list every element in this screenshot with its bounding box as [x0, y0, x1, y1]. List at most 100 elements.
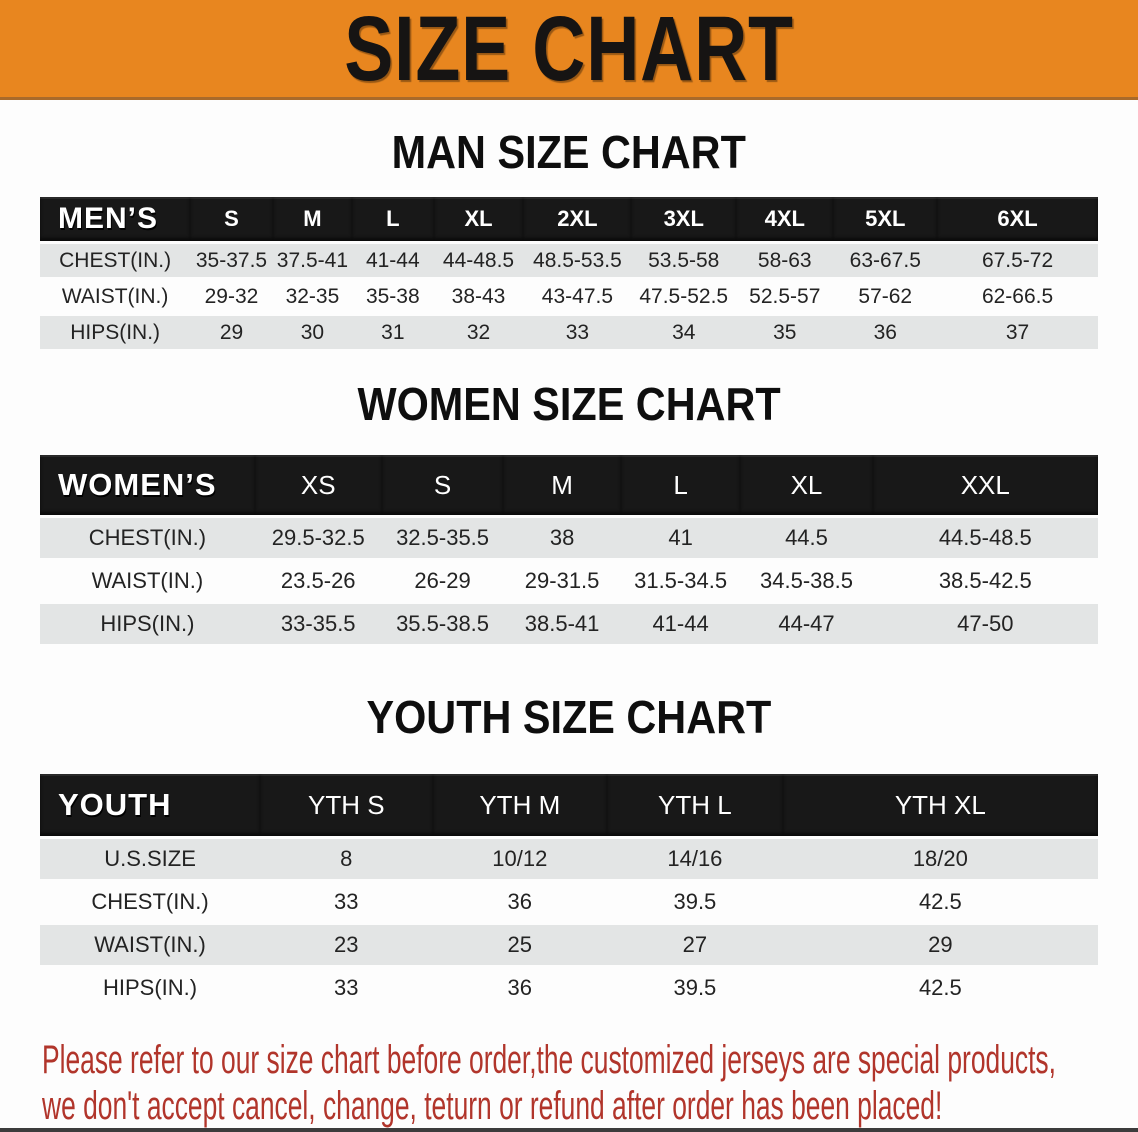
measurement-row: HIPS(IN.) 33-35.5 35.5-38.5 38.5-41 41-44 44-… — [40, 604, 1098, 644]
measurement-row: U.S.SIZE 8 10/12 14/16 18/20 — [40, 839, 1098, 879]
size-column-header: S — [382, 455, 504, 515]
measurement-label: WAIST(IN.) — [94, 932, 206, 957]
measurement-value: 57-62 — [858, 284, 913, 308]
bottom-border-bar — [0, 1128, 1138, 1132]
measurement-value: 39.5 — [673, 975, 717, 1000]
measurement-row: CHEST(IN.) 33 36 39.5 42.5 — [40, 882, 1098, 922]
measurement-value: 35-38 — [365, 284, 420, 308]
measurement-value: 38.5-41 — [524, 611, 600, 636]
women-size-table: WOMEN’S XS S M L XL XXL CHEST(IN.) 29.5-32.5 32.5… — [40, 452, 1098, 647]
measurement-value: 41-44 — [365, 248, 420, 272]
size-chart-banner: SIZE CHART — [0, 0, 1138, 100]
size-column-header: XXL — [873, 455, 1098, 515]
measurement-value: 48.5-53.5 — [533, 248, 622, 272]
measurement-value: 32-35 — [285, 284, 340, 308]
measurement-label: CHEST(IN.) — [88, 525, 207, 550]
measurement-value: 36 — [507, 975, 533, 1000]
measurement-value: 41 — [668, 525, 693, 550]
measurement-row: CHEST(IN.) 35-37.5 37.5-41 41-44 44-48.5 48.5… — [40, 244, 1098, 277]
measurement-value: 34 — [672, 320, 696, 344]
size-column-header: 6XL — [937, 197, 1098, 241]
measurement-value: 37 — [1005, 320, 1030, 344]
size-column-header: S — [190, 197, 273, 241]
size-column-header: YTH S — [260, 774, 432, 836]
size-column-header: YTH XL — [783, 774, 1098, 836]
size-column-header: 5XL — [833, 197, 937, 241]
measurement-value: 29-31.5 — [524, 568, 600, 593]
women-size-chart-heading-text: WOMEN SIZE CHART — [357, 378, 781, 430]
measurement-value: 29-32 — [204, 284, 259, 308]
measurement-label: HIPS(IN.) — [70, 320, 161, 344]
measurement-value: 36 — [873, 320, 897, 344]
man-size-chart-heading: MAN SIZE CHART — [0, 126, 1138, 178]
measurement-value: 33 — [565, 320, 590, 344]
measurement-value: 33-35.5 — [280, 611, 356, 636]
measurement-value: 29 — [928, 932, 953, 957]
measurement-label: WAIST(IN.) — [91, 568, 204, 593]
measurement-value: 41-44 — [652, 611, 709, 636]
measurement-value: 36 — [507, 889, 533, 914]
measurement-value: 38.5-42.5 — [938, 568, 1032, 593]
measurement-value: 39.5 — [673, 889, 717, 914]
measurement-value: 29 — [219, 320, 244, 344]
measurement-value: 44.5-48.5 — [938, 525, 1032, 550]
size-column-header: XS — [255, 455, 382, 515]
measurement-value: 44-48.5 — [442, 248, 515, 272]
measurement-row: HIPS(IN.) 29 30 31 32 33 34 35 36 37 — [40, 316, 1098, 349]
size-column-header: L — [352, 197, 433, 241]
banner-title: SIZE CHART — [344, 0, 794, 100]
measurement-value: 26-29 — [414, 568, 471, 593]
measurement-value: 35.5-38.5 — [396, 611, 490, 636]
measurement-value: 8 — [340, 846, 353, 871]
measurement-value: 29.5-32.5 — [271, 525, 365, 550]
measurement-value: 37.5-41 — [276, 248, 349, 272]
size-column-header: 3XL — [631, 197, 736, 241]
measurement-value: 44.5 — [785, 525, 828, 550]
size-column-header: XL — [434, 197, 524, 241]
disclaimer-line-2: we don't accept cancel, change, teturn o… — [42, 1084, 943, 1128]
measurement-value: 38-43 — [451, 284, 506, 308]
measurement-label: CHEST(IN.) — [59, 248, 172, 272]
measurement-value: 33 — [334, 889, 359, 914]
measurement-value: 43-47.5 — [541, 284, 614, 308]
measurement-value: 35 — [773, 320, 797, 344]
measurement-value: 62-66.5 — [981, 284, 1054, 308]
group-label: WOMEN’S — [40, 455, 255, 515]
measurement-label: HIPS(IN.) — [100, 611, 195, 636]
man-size-chart-heading-text: MAN SIZE CHART — [391, 126, 747, 178]
measurement-value: 47.5-52.5 — [639, 284, 729, 308]
youth-size-chart-heading: YOUTH SIZE CHART — [0, 691, 1138, 743]
measurement-value: 34.5-38.5 — [760, 568, 853, 593]
youth-size-chart-heading-text: YOUTH SIZE CHART — [366, 691, 772, 743]
measurement-label: HIPS(IN.) — [102, 975, 198, 1000]
measurement-row: WAIST(IN.) 23 25 27 29 — [40, 925, 1098, 965]
size-column-header: 2XL — [523, 197, 631, 241]
measurement-value: 18/20 — [912, 846, 968, 871]
measurement-label: U.S.SIZE — [104, 846, 196, 871]
size-column-header: YTH L — [607, 774, 783, 836]
measurement-value: 23 — [334, 932, 359, 957]
measurement-value: 67.5-72 — [981, 248, 1054, 272]
women-size-chart-heading: WOMEN SIZE CHART — [0, 378, 1138, 430]
measurement-value: 30 — [300, 320, 325, 344]
measurement-value: 63-67.5 — [849, 248, 921, 272]
measurement-value: 42.5 — [918, 975, 962, 1000]
measurement-value: 44-47 — [778, 611, 835, 636]
measurement-label: WAIST(IN.) — [61, 284, 169, 308]
measurement-value: 32.5-35.5 — [396, 525, 490, 550]
measurement-value: 47-50 — [957, 611, 1014, 636]
measurement-value: 38 — [549, 525, 575, 550]
measurement-row: WAIST(IN.) 23.5-26 26-29 29-31.5 31.5-34.5 34… — [40, 561, 1098, 601]
measurement-value: 25 — [507, 932, 533, 957]
disclaimer-line-1: Please refer to our size chart before or… — [42, 1038, 1056, 1082]
measurement-value: 58-63 — [757, 248, 812, 272]
group-label: MEN’S — [40, 197, 190, 241]
group-label: YOUTH — [40, 774, 260, 836]
measurement-value: 53.5-58 — [648, 248, 720, 272]
size-table-header-row: YOUTH YTH S YTH M YTH L YTH XL — [40, 774, 1098, 836]
measurement-label: CHEST(IN.) — [91, 889, 209, 914]
order-disclaimer-note: Please refer to our size chart before or… — [42, 1037, 1138, 1129]
measurement-value: 42.5 — [918, 889, 962, 914]
measurement-value: 23.5-26 — [280, 568, 356, 593]
measurement-value: 32 — [466, 320, 491, 344]
